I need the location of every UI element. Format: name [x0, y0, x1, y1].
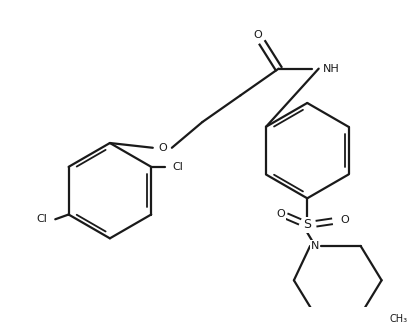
Text: CH₃: CH₃ — [389, 314, 407, 322]
Text: S: S — [303, 219, 311, 232]
Text: O: O — [158, 143, 167, 153]
Text: O: O — [340, 215, 349, 225]
Text: O: O — [253, 30, 262, 40]
Text: Cl: Cl — [172, 162, 183, 172]
Text: O: O — [276, 209, 285, 219]
Text: Cl: Cl — [37, 214, 48, 224]
Text: NH: NH — [322, 64, 339, 74]
Text: N: N — [311, 241, 319, 251]
